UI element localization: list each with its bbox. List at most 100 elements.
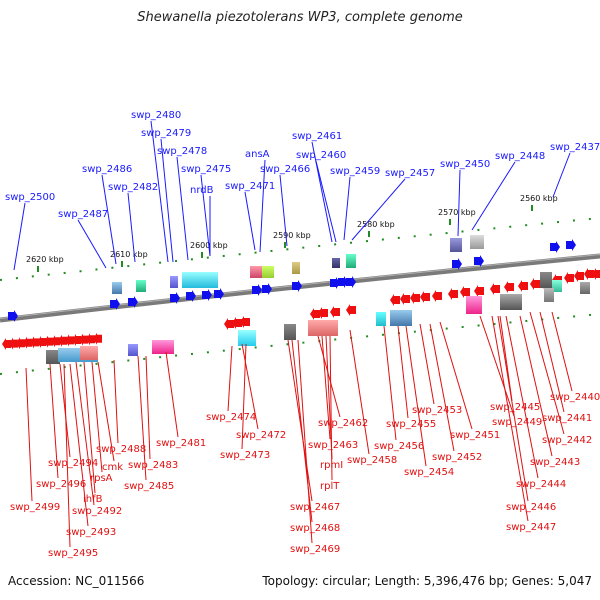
bottom-label-leader [297, 339, 313, 544]
reverse-gene-arrow [2, 338, 11, 350]
reverse-gene-arrow [37, 336, 46, 348]
cog-feature-box [466, 296, 482, 314]
gene-label-swp-2449: swp_2449 [492, 417, 542, 428]
reverse-gene-arrow [30, 336, 39, 349]
gene-label-swp-2443: swp_2443 [530, 457, 580, 468]
forward-gene-arrow [330, 277, 340, 289]
gene-label-swp-2495: swp_2495 [48, 548, 98, 559]
reverse-gene-arrow [346, 304, 356, 316]
reverse-gene-arrow [504, 281, 514, 293]
bottom-label-leader [227, 345, 233, 412]
forward-gene-arrow [128, 296, 138, 308]
gene-label-swp-2482: swp_2482 [108, 182, 158, 193]
top-label-leader [471, 161, 516, 231]
bottom-label-leader [83, 361, 96, 494]
forward-gene-arrow [170, 292, 180, 304]
gene-label-swp-2474: swp_2474 [206, 412, 256, 423]
gene-label-swp-2441: swp_2441 [542, 413, 592, 424]
cog-feature-box [128, 344, 138, 356]
gene-label-swp-2447: swp_2447 [506, 522, 556, 533]
bottom-label-leader [137, 355, 147, 481]
cog-feature-box [332, 258, 340, 268]
gene-label-swp-2483: swp_2483 [128, 460, 178, 471]
kbp-tick-label-2570-kbp: 2570 kbp [438, 208, 476, 217]
top-label-leader [311, 141, 333, 243]
cog-feature-box [390, 310, 412, 326]
gene-label-swp-2466: swp_2466 [260, 164, 310, 175]
bottom-label-leader [419, 323, 435, 405]
forward-gene-arrow [566, 239, 576, 251]
bottom-label-leader [383, 325, 397, 441]
reverse-gene-arrow [432, 290, 442, 302]
bottom-label-leader [529, 311, 565, 435]
gene-label-swp-2473: swp_2473 [220, 450, 270, 461]
reverse-gene-arrow [232, 317, 242, 329]
reverse-gene-arrow [400, 293, 410, 305]
gene-label-swp-2471: swp_2471 [225, 181, 275, 192]
reverse-gene-arrow [318, 307, 328, 319]
gene-label-nrdb: nrdB [190, 185, 214, 196]
forward-gene-arrow [262, 283, 272, 295]
gene-label-swp-2463: swp_2463 [308, 440, 358, 451]
gene-label-swp-2452: swp_2452 [432, 452, 482, 463]
bottom-label-leader [349, 329, 370, 455]
bottom-label-leader [91, 361, 103, 473]
gene-label-swp-2459: swp_2459 [330, 166, 380, 177]
genome-summary-text: Topology: circular; Length: 5,396,476 bp… [262, 574, 592, 588]
reverse-gene-arrow [86, 333, 95, 346]
bottom-label-leader [75, 361, 95, 506]
gene-label-swp-2446: swp_2446 [506, 502, 556, 513]
gene-label-swp-2499: swp_2499 [10, 502, 60, 513]
cog-feature-box [346, 254, 356, 268]
bottom-label-leader [491, 315, 529, 522]
gene-label-swp-2488: swp_2488 [96, 444, 146, 455]
bottom-label-leader [505, 315, 539, 479]
bottom-label-leader [479, 315, 515, 417]
bottom-label-leader [551, 311, 573, 392]
cog-feature-box [112, 282, 122, 294]
gene-label-swp-2480: swp_2480 [131, 110, 181, 121]
gene-label-swp-2445: swp_2445 [490, 402, 540, 413]
gene-label-swp-2458: swp_2458 [347, 455, 397, 466]
top-label-leader [127, 192, 136, 263]
forward-gene-arrow [550, 241, 560, 253]
forward-gene-arrow [202, 289, 212, 301]
reverse-gene-arrow [448, 288, 458, 300]
gene-label-swp-2442: swp_2442 [542, 435, 592, 446]
top-label-leader [343, 176, 351, 241]
cog-feature-box [450, 238, 462, 252]
gene-label-swp-2493: swp_2493 [66, 527, 116, 538]
reverse-gene-arrow [490, 283, 500, 295]
gene-label-swp-2456: swp_2456 [374, 441, 424, 452]
top-label-leader [101, 174, 117, 265]
bottom-label-leader [499, 315, 513, 402]
bottom-label-leader [25, 367, 33, 502]
reverse-gene-arrow [224, 318, 234, 330]
gene-label-swp-2500: swp_2500 [5, 192, 55, 203]
top-label-leader [13, 202, 26, 271]
bottom-label-leader [397, 325, 409, 419]
forward-gene-arrow [346, 276, 356, 288]
gene-label-swp-2440: swp_2440 [550, 392, 600, 403]
reverse-gene-arrow [16, 337, 25, 350]
bottom-label-leader [287, 339, 313, 502]
forward-gene-arrow [214, 288, 224, 300]
reverse-gene-arrow [240, 316, 250, 328]
reverse-gene-arrow [58, 334, 67, 347]
top-label-leader [176, 156, 189, 261]
reverse-gene-arrow [584, 268, 594, 280]
cog-feature-box [182, 272, 218, 288]
top-label-leader [351, 178, 406, 241]
reverse-gene-arrow [574, 270, 584, 282]
gene-label-swp-2467: swp_2467 [290, 502, 340, 513]
gene-label-swp-2492: swp_2492 [72, 506, 122, 517]
top-label-leader [315, 160, 337, 243]
reverse-gene-arrow [93, 332, 102, 345]
kbp-tick-label-2610-kbp: 2610 kbp [110, 250, 148, 259]
bottom-label-leader [145, 355, 151, 460]
gene-label-swp-2451: swp_2451 [450, 430, 500, 441]
reverse-gene-arrow [310, 308, 320, 320]
forward-gene-arrow [186, 290, 196, 302]
reverse-gene-arrow [330, 306, 340, 318]
reverse-gene-arrow [530, 278, 540, 290]
